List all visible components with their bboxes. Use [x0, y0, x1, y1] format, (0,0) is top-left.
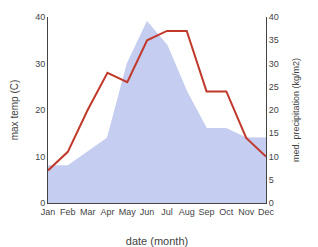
svg-text:Aug: Aug [179, 207, 195, 217]
svg-text:10: 10 [269, 152, 279, 162]
svg-text:15: 15 [269, 128, 279, 138]
svg-text:Dec: Dec [258, 207, 275, 217]
svg-text:date (month): date (month) [126, 235, 188, 247]
svg-text:Mar: Mar [80, 207, 96, 217]
svg-text:Jul: Jul [161, 207, 173, 217]
svg-text:Nov: Nov [238, 207, 255, 217]
svg-text:May: May [119, 207, 137, 217]
svg-text:25: 25 [269, 82, 279, 92]
svg-text:Jun: Jun [140, 207, 155, 217]
svg-text:Sep: Sep [199, 207, 215, 217]
svg-text:0: 0 [269, 198, 274, 208]
svg-text:5: 5 [269, 175, 274, 185]
svg-text:Feb: Feb [60, 207, 76, 217]
svg-text:40: 40 [35, 12, 45, 22]
svg-text:Jan: Jan [41, 207, 56, 217]
svg-text:10: 10 [35, 152, 45, 162]
svg-text:20: 20 [269, 105, 279, 115]
svg-text:max temp (C): max temp (C) [9, 80, 20, 141]
svg-text:med. precipitation (kg/m2): med. precipitation (kg/m2) [291, 58, 301, 162]
svg-text:0: 0 [40, 198, 45, 208]
svg-text:30: 30 [269, 59, 279, 69]
svg-text:Oct: Oct [219, 207, 234, 217]
svg-text:20: 20 [35, 105, 45, 115]
svg-text:Apr: Apr [100, 207, 114, 217]
svg-text:30: 30 [35, 59, 45, 69]
svg-text:35: 35 [269, 35, 279, 45]
svg-text:40: 40 [269, 12, 279, 22]
